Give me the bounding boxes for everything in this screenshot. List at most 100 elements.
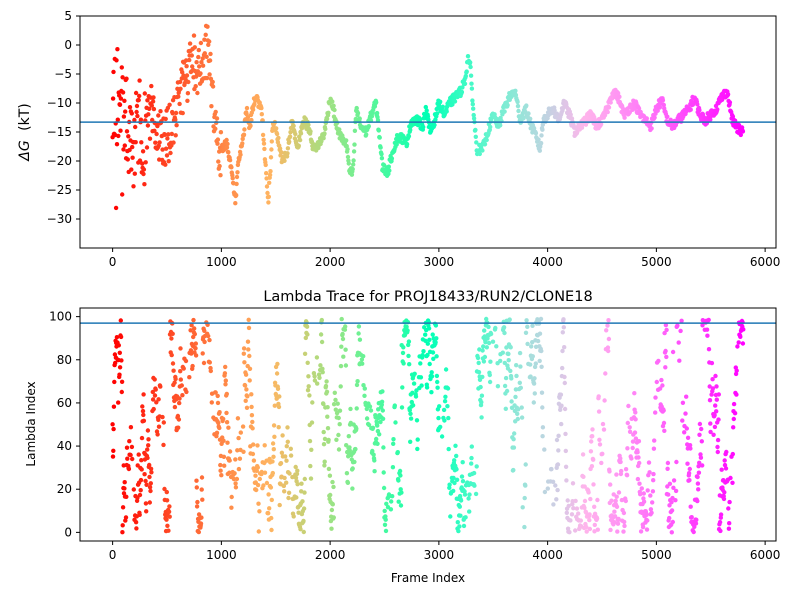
delta-g-point [132, 117, 137, 123]
lambda-point [424, 385, 430, 390]
lambda-point [315, 381, 320, 386]
lambda-point [606, 336, 612, 342]
lambda-point [633, 417, 638, 422]
lambda-point [563, 448, 568, 454]
lambda-point [396, 499, 401, 504]
lambda-point [457, 524, 462, 529]
lambda-point [337, 422, 342, 427]
lambda-point [160, 414, 165, 420]
lambda-point [222, 371, 228, 376]
lambda-point [707, 384, 712, 389]
lambda-point [555, 462, 561, 467]
lambda-point [194, 504, 200, 509]
lambda-point [318, 332, 324, 337]
lambda-point [218, 468, 223, 473]
delta-g-point [285, 146, 291, 151]
lambda-point [341, 354, 346, 359]
delta-g-point [738, 132, 743, 138]
lambda-point [711, 432, 716, 437]
lambda-point [435, 385, 440, 390]
lambda-point [708, 429, 713, 435]
lambda-point [448, 514, 453, 519]
lambda-point [194, 478, 199, 483]
lambda-point [430, 350, 436, 355]
lambda-point [233, 457, 238, 462]
lambda-point [555, 487, 560, 493]
delta-g-point [213, 109, 218, 115]
delta-g-point [118, 128, 123, 133]
lambda-point [208, 368, 213, 374]
lambda-x-tick-label: 3000 [424, 548, 455, 562]
lambda-point [249, 392, 254, 397]
lambda-point [715, 437, 721, 443]
lambda-point [517, 380, 522, 385]
lambda-point [530, 354, 535, 359]
delta-g-point [207, 58, 213, 63]
delta-g-point [592, 117, 598, 123]
lambda-point [537, 358, 542, 364]
lambda-point [301, 506, 307, 511]
lambda-point [560, 365, 565, 371]
lambda-point [156, 417, 161, 422]
lambda-point [539, 348, 544, 354]
delta-g-point [471, 116, 477, 121]
lambda-point [143, 478, 148, 484]
delta-g-point [725, 92, 731, 97]
lambda-point [192, 326, 197, 331]
lambda-point [442, 399, 448, 404]
lambda-point [346, 434, 351, 439]
lambda-point [246, 347, 251, 352]
lambda-point [337, 408, 343, 413]
lambda-point [144, 509, 149, 514]
lambda-point [523, 330, 529, 335]
lambda-point [139, 467, 144, 472]
delta-g-point [150, 99, 156, 104]
lambda-point [145, 455, 150, 461]
lambda-point [287, 471, 292, 476]
lambda-point [728, 475, 733, 481]
lambda-point [564, 510, 569, 515]
delta-g-point [470, 98, 475, 103]
lambda-point [156, 397, 161, 402]
lambda-point [518, 385, 523, 390]
lambda-point [475, 355, 481, 361]
delta-g-point [234, 174, 240, 180]
delta-g-point [160, 147, 165, 152]
lambda-point [390, 494, 395, 499]
lambda-point [321, 429, 326, 435]
lambda-x-tick-label: 5000 [641, 548, 672, 562]
delta-g-point [187, 41, 193, 46]
lambda-point [364, 416, 370, 421]
delta-g-point [259, 112, 264, 117]
lambda-point [454, 453, 459, 459]
lambda-point [570, 481, 576, 486]
delta-g-point [139, 140, 144, 145]
delta-g-point [351, 158, 356, 163]
lambda-point [312, 378, 318, 383]
delta-g-point [163, 116, 168, 122]
delta-g-point [169, 131, 174, 137]
lambda-point [514, 373, 519, 379]
delta-g-point [137, 78, 142, 83]
lambda-point [651, 471, 656, 477]
delta-g-point [120, 90, 126, 95]
lambda-point [612, 520, 617, 525]
lambda-point [699, 426, 704, 432]
lambda-point [446, 446, 451, 452]
lambda-point [538, 316, 544, 322]
lambda-point [395, 450, 400, 455]
lambda-point [662, 428, 667, 433]
lambda-point [636, 439, 642, 444]
lambda-point [531, 381, 537, 386]
lambda-point [710, 377, 715, 382]
delta-g-point [167, 102, 172, 108]
lambda-point [563, 464, 569, 469]
lambda-point [509, 376, 514, 381]
lambda-point [207, 337, 212, 343]
lambda-point [474, 464, 479, 469]
delta-g-point [156, 113, 161, 118]
lambda-point [649, 510, 654, 515]
delta-g-point [129, 167, 134, 172]
lambda-point [213, 390, 218, 395]
lambda-point [556, 433, 561, 438]
